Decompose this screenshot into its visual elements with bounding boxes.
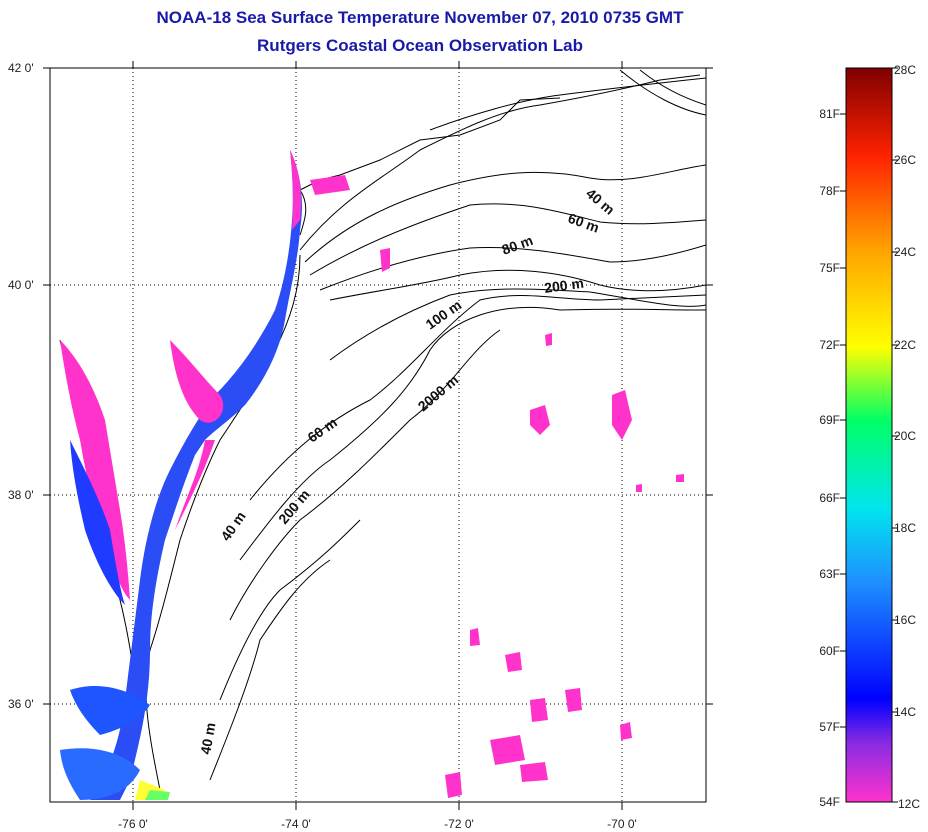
lon-label: -74 0' — [281, 817, 311, 831]
svg-text:57F: 57F — [819, 720, 840, 734]
svg-text:22C: 22C — [894, 338, 916, 352]
svg-text:63F: 63F — [819, 567, 840, 581]
svg-text:18C: 18C — [894, 521, 916, 535]
svg-text:75F: 75F — [819, 261, 840, 275]
colorbar — [845, 67, 893, 803]
axis-ticks — [43, 61, 713, 810]
lat-label: 38 0' — [8, 488, 34, 502]
map-frame — [49, 67, 707, 803]
svg-text:40 m: 40 m — [197, 721, 218, 755]
map-subtitle: Rutgers Coastal Ocean Observation Lab — [257, 36, 583, 55]
svg-text:66F: 66F — [819, 491, 840, 505]
svg-text:20C: 20C — [894, 429, 916, 443]
sst-offshore-patches — [310, 175, 684, 798]
map-title: NOAA-18 Sea Surface Temperature November… — [156, 8, 684, 27]
graticule — [50, 68, 706, 802]
bathymetry-contours — [209, 69, 706, 781]
lat-label: 42 0' — [8, 61, 34, 75]
svg-text:26C: 26C — [894, 153, 916, 167]
svg-text:54F: 54F — [819, 795, 840, 809]
lat-label: 36 0' — [8, 697, 34, 711]
svg-text:69F: 69F — [819, 413, 840, 427]
svg-text:24C: 24C — [894, 245, 916, 259]
colorbar-celsius-labels: 28C 26C 24C 22C 20C 18C 16C 14C 12C — [894, 63, 920, 811]
colorbar-fahrenheit-labels: 81F 78F 75F 72F 69F 66F 63F 60F 57F 54F — [819, 107, 840, 809]
svg-text:28C: 28C — [894, 63, 916, 77]
svg-text:16C: 16C — [894, 613, 916, 627]
colorbar-ticks — [840, 67, 898, 803]
lon-label: -76 0' — [118, 817, 148, 831]
lon-label: -70 0' — [607, 817, 637, 831]
lon-label: -72 0' — [444, 817, 474, 831]
svg-text:14C: 14C — [894, 705, 916, 719]
svg-text:12C: 12C — [898, 797, 920, 811]
svg-text:81F: 81F — [819, 107, 840, 121]
svg-text:78F: 78F — [819, 184, 840, 198]
svg-text:60F: 60F — [819, 644, 840, 658]
sst-coastal-data — [60, 150, 302, 800]
svg-text:200 m: 200 m — [543, 275, 585, 296]
lat-axis-labels: 42 0' 40 0' 38 0' 36 0' — [8, 61, 34, 711]
svg-text:72F: 72F — [819, 338, 840, 352]
lat-label: 40 0' — [8, 278, 34, 292]
lon-axis-labels: -76 0' -74 0' -72 0' -70 0' — [118, 817, 637, 831]
